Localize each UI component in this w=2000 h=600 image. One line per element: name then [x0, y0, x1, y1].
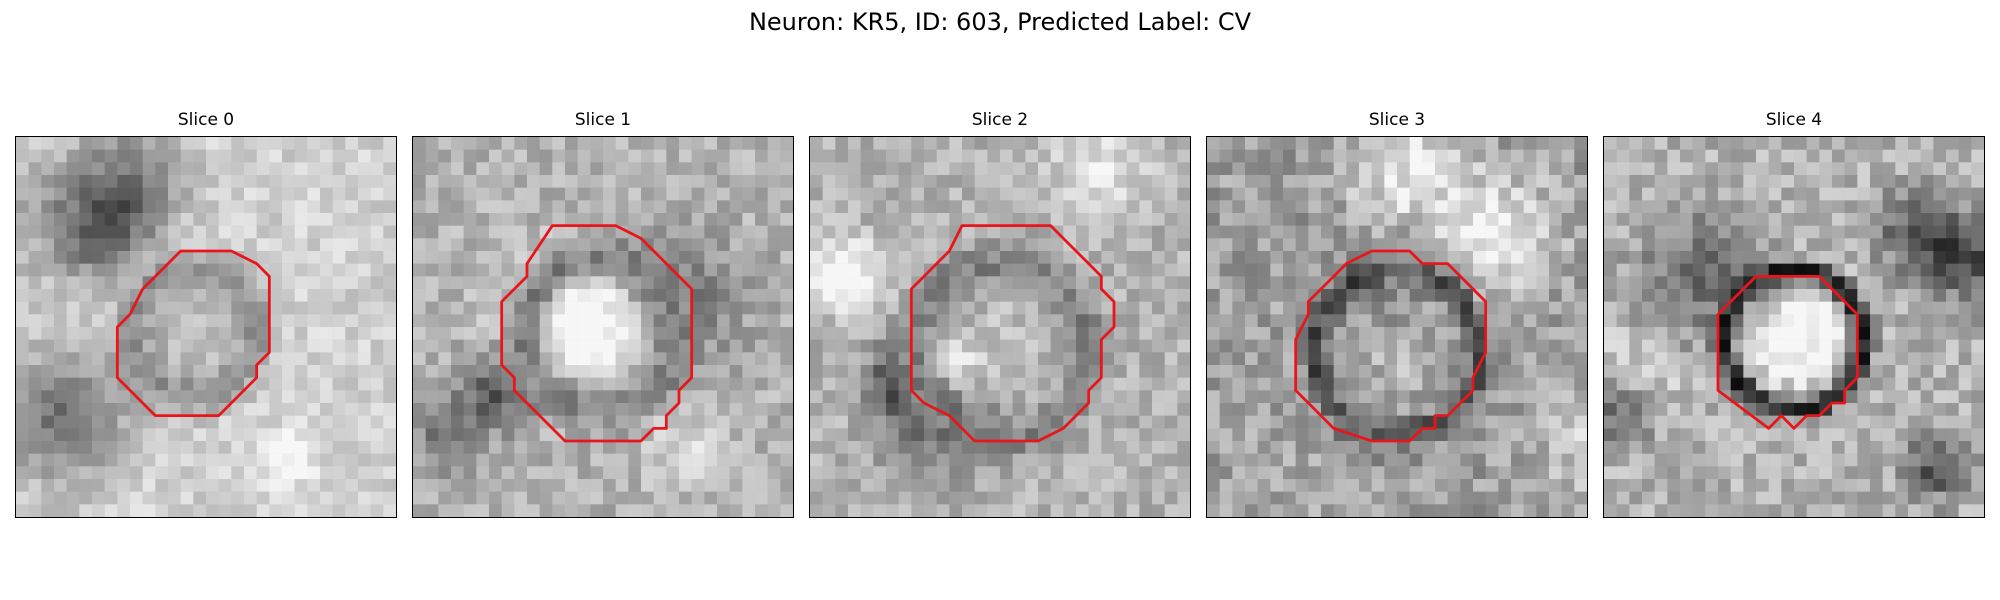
slice-panel-2: Slice 2 — [809, 110, 1191, 518]
pixel-grid — [16, 137, 396, 517]
pixel-grid — [1207, 137, 1587, 517]
pixel-grid — [413, 137, 793, 517]
slice-title-1: Slice 1 — [574, 110, 632, 130]
segmentation-contour — [909, 224, 1116, 443]
segmentation-contour — [1716, 274, 1859, 430]
slice-image-3 — [1206, 136, 1588, 518]
slice-image-4 — [1603, 136, 1985, 518]
slice-image-1 — [412, 136, 794, 518]
slice-title-4: Slice 4 — [1765, 110, 1823, 130]
segmentation-contour — [115, 249, 271, 418]
slice-panel-1: Slice 1 — [412, 110, 794, 518]
slice-title-0: Slice 0 — [177, 110, 235, 130]
slice-panel-4: Slice 4 — [1603, 110, 1985, 518]
slice-panel-3: Slice 3 — [1206, 110, 1588, 518]
pixel-grid — [1604, 137, 1984, 517]
slice-image-0 — [15, 136, 397, 518]
segmentation-contour — [500, 224, 694, 443]
segmentation-contour — [1294, 249, 1488, 443]
slice-image-2 — [809, 136, 1191, 518]
slice-title-3: Slice 3 — [1368, 110, 1426, 130]
slice-title-2: Slice 2 — [971, 110, 1029, 130]
figure-title: Neuron: KR5, ID: 603, Predicted Label: C… — [748, 8, 1252, 36]
pixel-grid — [810, 137, 1190, 517]
slice-panel-0: Slice 0 — [15, 110, 397, 518]
